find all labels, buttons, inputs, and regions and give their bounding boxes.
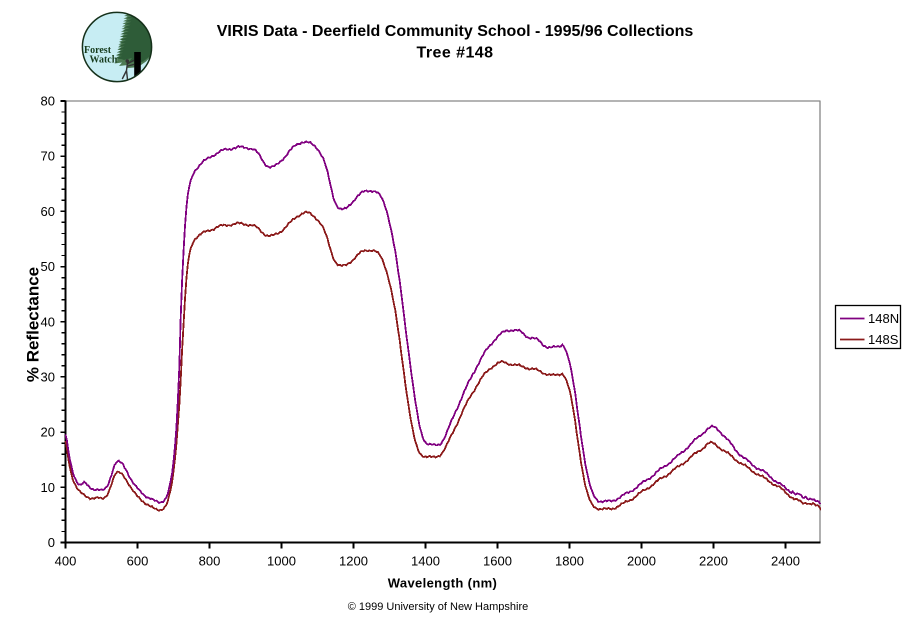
svg-text:30: 30 [41, 369, 55, 384]
svg-text:Wavelength (nm): Wavelength (nm) [388, 576, 498, 591]
svg-text:40: 40 [41, 314, 55, 329]
svg-text:1800: 1800 [555, 554, 584, 569]
svg-text:© 1999 University of New Hamps: © 1999 University of New Hampshire [348, 601, 529, 613]
svg-text:60: 60 [41, 204, 55, 219]
svg-text:10: 10 [41, 480, 55, 495]
svg-text:2000: 2000 [627, 554, 656, 569]
svg-text:2200: 2200 [699, 554, 728, 569]
svg-text:148S: 148S [868, 332, 899, 347]
svg-text:1600: 1600 [483, 554, 512, 569]
svg-text:Forest: Forest [84, 45, 112, 56]
svg-text:0: 0 [48, 535, 55, 550]
svg-text:50: 50 [41, 259, 55, 274]
svg-text:1000: 1000 [267, 554, 296, 569]
svg-text:80: 80 [41, 94, 55, 109]
svg-text:Tree #148: Tree #148 [416, 45, 493, 62]
svg-text:800: 800 [199, 554, 221, 569]
svg-text:Watch: Watch [90, 55, 118, 66]
svg-text:1200: 1200 [339, 554, 368, 569]
svg-text:2400: 2400 [771, 554, 800, 569]
svg-text:148N: 148N [868, 311, 899, 326]
svg-text:20: 20 [41, 425, 55, 440]
svg-text:% Reflectance: % Reflectance [24, 267, 43, 382]
svg-text:VIRIS Data - Deerfield Communi: VIRIS Data - Deerfield Community School … [217, 23, 694, 40]
svg-text:70: 70 [41, 149, 55, 164]
svg-text:600: 600 [127, 554, 149, 569]
svg-text:400: 400 [55, 554, 77, 569]
svg-text:1400: 1400 [411, 554, 440, 569]
